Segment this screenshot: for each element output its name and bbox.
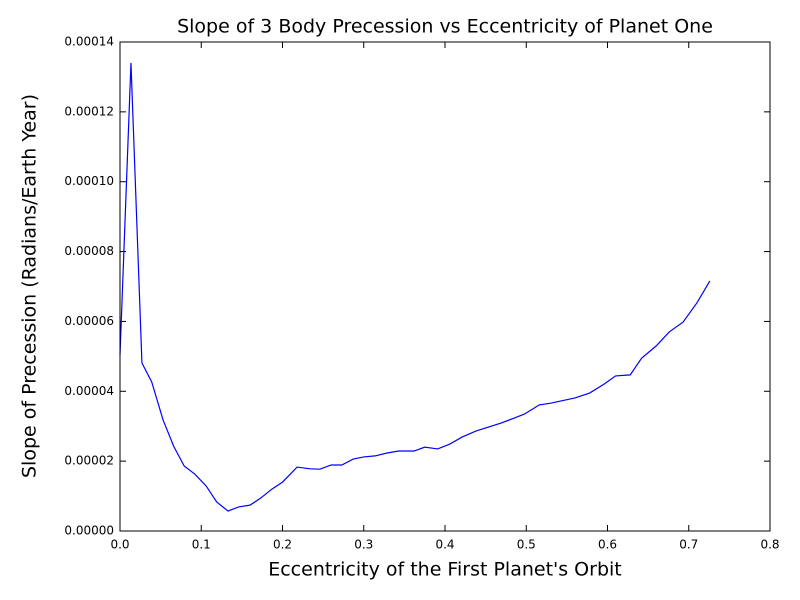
y-tick-label: 0.00006 <box>64 314 114 328</box>
y-axis-label: Slope of Precession (Radians/Earth Year) <box>19 94 41 478</box>
x-tick-label: 0.5 <box>517 538 536 552</box>
y-tick-label: 0.00004 <box>64 384 114 398</box>
x-tick-label: 0.7 <box>679 538 698 552</box>
y-tick-label: 0.00000 <box>64 524 114 538</box>
x-tick-label: 0.3 <box>354 538 373 552</box>
y-tick-label: 0.00012 <box>64 104 114 118</box>
x-tick-label: 0.2 <box>273 538 292 552</box>
y-tick-label: 0.00014 <box>64 35 114 49</box>
x-tick-label: 0.8 <box>760 538 779 552</box>
y-tick-label: 0.00010 <box>64 174 114 188</box>
y-tick-label: 0.00002 <box>64 454 114 468</box>
data-line <box>119 62 711 512</box>
y-tick-label: 0.00008 <box>64 244 114 258</box>
x-tick-label: 0.1 <box>192 538 211 552</box>
x-axis-label: Eccentricity of the First Planet's Orbit <box>268 559 622 581</box>
x-tick-label: 0.6 <box>598 538 617 552</box>
x-tick-label: 0.0 <box>110 538 129 552</box>
x-tick-label: 0.4 <box>435 538 454 552</box>
chart-title: Slope of 3 Body Precession vs Eccentrici… <box>177 16 713 38</box>
plot-frame <box>119 41 771 532</box>
